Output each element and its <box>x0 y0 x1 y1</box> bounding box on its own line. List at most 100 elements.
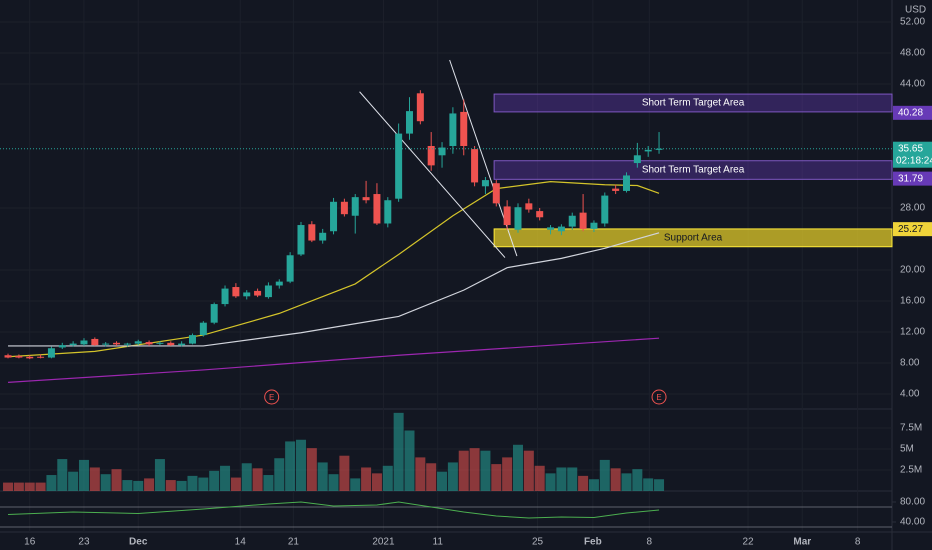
price-badge <box>893 222 932 237</box>
candle-body <box>15 356 23 358</box>
countdown: 02:18:24 <box>896 155 932 166</box>
zone <box>493 93 893 113</box>
candle-body <box>91 338 99 346</box>
x-tick-label: 14 <box>235 537 247 548</box>
volume-bar <box>89 467 100 491</box>
volume-bar <box>469 448 480 491</box>
volume-bar <box>13 482 24 491</box>
volume-bar <box>523 450 534 491</box>
volume-bar <box>578 475 589 491</box>
volume-bar <box>415 457 426 491</box>
candle-body <box>232 287 240 297</box>
zone-label: Short Term Target Area <box>642 98 745 109</box>
volume-bar <box>154 459 165 491</box>
moving-average <box>8 232 660 347</box>
candle-body <box>243 292 251 297</box>
price-badge-label: 25.27 <box>898 224 923 235</box>
y-tick-label: 4.00 <box>900 389 920 400</box>
volume-bar <box>46 475 57 491</box>
volume-bar <box>545 473 556 491</box>
volume-bar <box>480 450 491 491</box>
volume-bar <box>534 465 545 491</box>
x-tick-label: 21 <box>288 537 300 548</box>
volume-bar <box>122 480 133 491</box>
volume-bar <box>502 457 513 491</box>
volume-bar <box>111 469 122 491</box>
y-tick-label: 52.00 <box>900 17 925 28</box>
candle-body <box>644 149 652 152</box>
volume-bar <box>328 474 339 491</box>
candle-body <box>254 290 262 296</box>
volume-bar <box>295 439 306 491</box>
candle-body <box>633 155 641 164</box>
candle-body <box>655 148 663 150</box>
x-tick-label: 22 <box>742 537 754 548</box>
volume-bar <box>437 471 448 491</box>
volume-bar <box>361 467 372 491</box>
candle-body <box>601 195 609 224</box>
volume-bar <box>567 467 578 491</box>
candle-body <box>145 342 153 345</box>
volume-bar <box>317 462 328 491</box>
candle-body <box>330 201 338 232</box>
volume-bar <box>654 479 665 491</box>
price-badge <box>893 171 932 186</box>
volume-bar <box>632 469 643 491</box>
candle-body <box>536 211 544 218</box>
candle-body <box>80 340 88 345</box>
candle-body <box>590 222 598 229</box>
candle-body <box>210 304 218 323</box>
candle-body <box>167 342 175 346</box>
price-badge-label: 35.65 <box>898 143 923 154</box>
price-badge-label: 31.79 <box>898 173 923 184</box>
volume-bar <box>458 450 469 491</box>
candle-body <box>471 149 479 183</box>
zone <box>493 160 893 180</box>
volume-bar <box>57 459 68 491</box>
candle-body <box>362 197 370 201</box>
volume-bar <box>447 462 458 491</box>
candle-body <box>58 345 66 348</box>
candle-body <box>525 203 533 210</box>
y-tick-label: 48.00 <box>900 48 925 59</box>
volume-bar <box>393 412 404 491</box>
volume-bar <box>252 468 263 491</box>
volume-bar <box>371 473 382 491</box>
candle-body <box>4 355 12 358</box>
zone-label: Short Term Target Area <box>642 165 745 176</box>
candle-body <box>557 226 565 232</box>
volume-bar <box>306 448 317 491</box>
candle-body <box>449 113 457 146</box>
candle-body <box>579 212 587 229</box>
candle-body <box>460 111 468 146</box>
volume-bar <box>350 478 361 491</box>
y-tick-label: 8.00 <box>900 358 920 369</box>
candle-body <box>156 342 164 344</box>
candle-body <box>26 356 34 359</box>
volume-bar <box>599 459 610 491</box>
candle-body <box>286 255 294 282</box>
candle-body <box>503 206 511 226</box>
x-tick-label: Mar <box>793 537 811 548</box>
x-tick-label: Dec <box>129 537 148 548</box>
candle-body <box>514 207 522 230</box>
x-tick-label: 8 <box>646 537 652 548</box>
zone-label: Support Area <box>664 232 723 243</box>
candle-body <box>134 341 142 344</box>
candle-body <box>47 348 55 358</box>
volume-bar <box>187 475 198 491</box>
volume-tick-label: 5M <box>900 444 914 455</box>
volume-bar <box>556 467 567 491</box>
volume-bar <box>24 482 35 491</box>
price-badge <box>893 141 932 168</box>
volume-bar <box>100 474 111 491</box>
y-tick-label: 16.00 <box>900 296 925 307</box>
candle-body <box>373 194 381 224</box>
candle-body <box>568 215 576 227</box>
volume-tick-label: 7.5M <box>900 423 922 434</box>
y-tick-label: 12.00 <box>900 327 925 338</box>
volume-bar <box>35 482 46 491</box>
candle-body <box>319 232 327 241</box>
volume-bar <box>382 465 393 491</box>
